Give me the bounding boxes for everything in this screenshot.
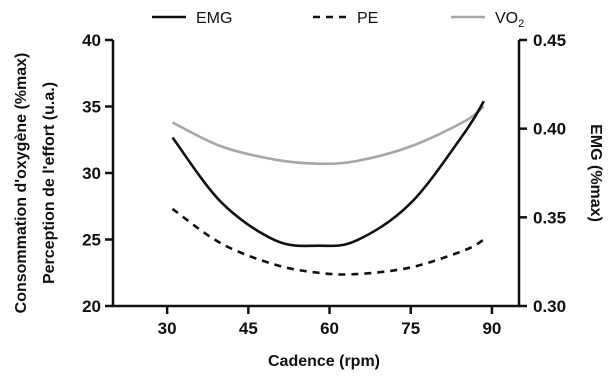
legend-label-text: EMG xyxy=(196,10,232,27)
series-line-pe xyxy=(171,207,485,276)
x-axis-title: Cadence (rpm) xyxy=(268,353,380,370)
y-left-tick-label: 40 xyxy=(82,31,101,50)
legend-label-2: PE xyxy=(357,10,378,27)
series-group xyxy=(171,100,485,276)
y-left-tick-label: 20 xyxy=(82,297,101,316)
legend-label-3: VO2 xyxy=(495,10,524,30)
x-tick-label: 90 xyxy=(482,319,501,338)
y-left-tick-label: 25 xyxy=(82,231,101,250)
x-tick-label: 45 xyxy=(239,319,258,338)
x-tick-label: 60 xyxy=(320,319,339,338)
y-right-tick-label: 0.35 xyxy=(533,208,566,227)
series-line-vo2 xyxy=(171,105,485,166)
legend-label-1: EMG xyxy=(196,10,232,27)
legend-label-subscript: 2 xyxy=(518,18,524,30)
x-tick-label: 75 xyxy=(401,319,420,338)
y-right-tick-label: 0.30 xyxy=(533,297,566,316)
y-right-tick-label: 0.45 xyxy=(533,31,566,50)
y-axis-left-title-oxygen: Consommation d'oxygène (%max) xyxy=(13,53,30,314)
x-tick-label: 30 xyxy=(158,319,177,338)
y-right-tick-label: 0.40 xyxy=(533,120,566,139)
y-left-tick-label: 30 xyxy=(82,164,101,183)
y-axis-right-title: EMG (%max) xyxy=(587,124,604,222)
y-left-tick-label: 35 xyxy=(82,98,101,117)
y-axis-left-title-effort: Perception de l'effort (u.a.) xyxy=(41,82,58,284)
legend-label-text: VO xyxy=(495,10,518,27)
axes: 20 25 30 35 40 0.30 0.35 0.40 0.45 30 45 60 75 90 xyxy=(82,31,566,338)
legend-label-text: PE xyxy=(357,10,378,27)
legend: EMG PE VO2 xyxy=(152,10,524,30)
series-line-emg xyxy=(171,100,485,248)
